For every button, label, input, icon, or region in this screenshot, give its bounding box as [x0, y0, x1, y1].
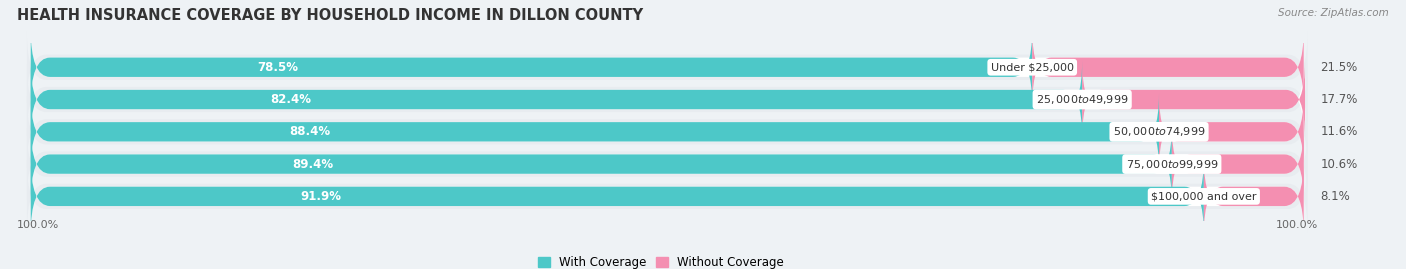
FancyBboxPatch shape [31, 158, 1204, 235]
Text: Source: ZipAtlas.com: Source: ZipAtlas.com [1278, 8, 1389, 18]
FancyBboxPatch shape [31, 125, 1171, 203]
Text: 89.4%: 89.4% [292, 158, 333, 171]
FancyBboxPatch shape [27, 161, 1308, 232]
Text: 100.0%: 100.0% [17, 220, 59, 230]
Text: 78.5%: 78.5% [257, 61, 298, 74]
FancyBboxPatch shape [31, 29, 1032, 106]
Text: HEALTH INSURANCE COVERAGE BY HOUSEHOLD INCOME IN DILLON COUNTY: HEALTH INSURANCE COVERAGE BY HOUSEHOLD I… [17, 8, 643, 23]
Text: Under $25,000: Under $25,000 [991, 62, 1074, 72]
FancyBboxPatch shape [27, 64, 1308, 135]
FancyBboxPatch shape [31, 29, 1303, 106]
FancyBboxPatch shape [31, 61, 1303, 138]
FancyBboxPatch shape [1083, 61, 1305, 138]
FancyBboxPatch shape [31, 158, 1303, 235]
FancyBboxPatch shape [1204, 158, 1303, 235]
Text: $25,000 to $49,999: $25,000 to $49,999 [1036, 93, 1129, 106]
Text: $50,000 to $74,999: $50,000 to $74,999 [1112, 125, 1205, 138]
Text: 91.9%: 91.9% [301, 190, 342, 203]
Text: $100,000 and over: $100,000 and over [1152, 191, 1257, 201]
Text: $75,000 to $99,999: $75,000 to $99,999 [1126, 158, 1218, 171]
FancyBboxPatch shape [1032, 29, 1303, 106]
Text: 88.4%: 88.4% [290, 125, 330, 138]
FancyBboxPatch shape [27, 96, 1308, 168]
Text: 82.4%: 82.4% [270, 93, 311, 106]
FancyBboxPatch shape [27, 128, 1308, 200]
Text: 10.6%: 10.6% [1320, 158, 1358, 171]
FancyBboxPatch shape [31, 61, 1083, 138]
Text: 11.6%: 11.6% [1320, 125, 1358, 138]
FancyBboxPatch shape [31, 93, 1303, 171]
FancyBboxPatch shape [31, 125, 1303, 203]
Text: 8.1%: 8.1% [1320, 190, 1350, 203]
Text: 17.7%: 17.7% [1320, 93, 1358, 106]
FancyBboxPatch shape [1171, 125, 1303, 203]
Legend: With Coverage, Without Coverage: With Coverage, Without Coverage [536, 254, 786, 269]
Text: 21.5%: 21.5% [1320, 61, 1358, 74]
FancyBboxPatch shape [31, 93, 1159, 171]
FancyBboxPatch shape [27, 31, 1308, 103]
Text: 100.0%: 100.0% [1275, 220, 1317, 230]
FancyBboxPatch shape [1159, 93, 1303, 171]
